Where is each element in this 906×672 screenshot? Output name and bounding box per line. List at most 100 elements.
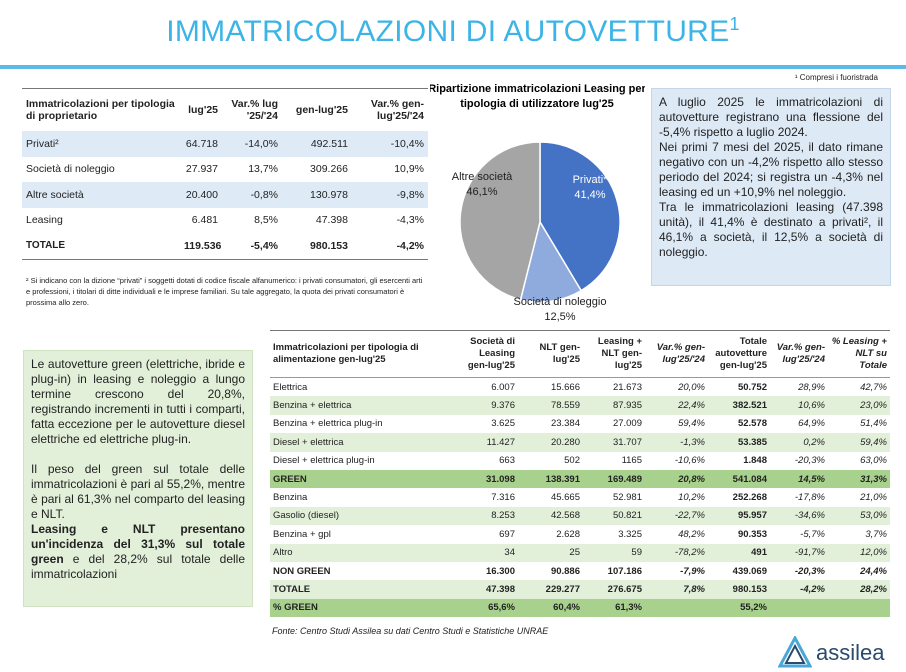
table-cell: 309.266 [310, 163, 348, 176]
column-header: Società di Leasing gen-lug'25 [455, 330, 518, 378]
table-cell: Privati² [22, 131, 180, 157]
column-header: Var.% gen-lug'25/'24 [770, 330, 828, 378]
table-header: Immatricolazioni per tipologia di alimen… [270, 330, 890, 378]
table-cell: Altro [270, 543, 455, 562]
table-cell: -17,8% [794, 492, 825, 504]
table-cell: 20.280 [518, 433, 583, 452]
source-note: Fonte: Centro Studi Assilea su dati Cent… [272, 626, 549, 636]
table-row: Altre società 20.400 -0,8% 130.978 -9,8% [22, 182, 428, 208]
table-cell: 90.353 [737, 528, 767, 540]
table-cell: 252.268 [732, 492, 767, 504]
slice-label: Altre società [452, 171, 513, 183]
table-row: Benzina + elettrica 9.376 78.559 87.935 22,4… [270, 396, 890, 415]
table-cell: 47.398 [455, 580, 518, 599]
table-cell: 31.098 [455, 469, 518, 489]
table-cell [645, 598, 708, 618]
column-header: Immatricolazioni per tipologia di propri… [22, 88, 180, 131]
table-cell [828, 598, 890, 618]
table-cell: 59,4% [828, 433, 890, 452]
table-cell: 95.957 [708, 506, 770, 526]
paragraph: Tra le immatricolazioni leasing (47.398 … [659, 200, 883, 259]
bold-text: Leasing e NLT presentano un'incidenza de… [31, 522, 245, 566]
pie-title: Ripartizione immatricolazioni Leasing pe… [430, 83, 645, 110]
table-cell: 169.489 [583, 469, 645, 489]
slice-label: Società di noleggio [514, 296, 607, 308]
table-cell: -10,4% [352, 131, 428, 157]
table-row: Leasing 6.481 8,5% 47.398 -4,3% [22, 208, 428, 234]
table-cell: 60,4% [518, 598, 583, 618]
table-cell: 27.937 [185, 163, 218, 176]
table-cell: TOTALE [270, 580, 455, 599]
table-cell: -5,7% [800, 528, 825, 540]
table-cell: % GREEN [270, 598, 455, 618]
column-header: Totale autovetture gen-lug'25 [708, 330, 770, 378]
table-cell: 8,5% [254, 214, 278, 227]
table-cell: 53,0% [828, 506, 890, 526]
table-cell: 28,9% [798, 381, 825, 393]
table-row: TOTALE 47.398 229.277 276.675 7,8% 980.153 -4,… [270, 580, 890, 599]
table-cell: 10,6% [770, 396, 828, 415]
table-row: Benzina + elettrica plug-in 3.625 23.384 27… [270, 415, 890, 433]
paragraph: Leasing e NLT presentano un'incidenza de… [31, 522, 245, 582]
table-cell: GREEN [270, 469, 455, 489]
table-cell: -22,7% [645, 506, 708, 526]
table-row: Diesel + elettrica plug-in 663 502 1165 -10,… [270, 452, 890, 470]
table-cell: 50.821 [583, 506, 645, 526]
table-cell: 59,4% [678, 418, 705, 430]
table-cell: 6.007 [491, 381, 515, 393]
table-header: Immatricolazioni per tipologia di propri… [22, 88, 428, 131]
table-cell: -4,2% [770, 580, 828, 599]
slice-value: 41,4% [574, 189, 605, 201]
table-cell: 31.707 [583, 433, 645, 452]
table-cell: 42.568 [518, 506, 583, 526]
table-cell: 229.277 [518, 580, 583, 599]
table-cell: Elettrica [273, 381, 308, 393]
logo-text: assilea [816, 640, 885, 665]
text: e del 28,2% sul totale delle immatricola… [31, 552, 245, 581]
table-cell: 276.675 [583, 580, 645, 599]
table-cell: 42,7% [860, 381, 887, 393]
title-text: IMMATRICOLAZIONI DI AUTOVETTURE [166, 15, 730, 48]
table-cell: 439.069 [732, 565, 767, 577]
table-cell: 130.978 [282, 182, 352, 208]
table-cell: 21,0% [860, 492, 887, 504]
column-header: Var.% gen-lug'25/'24 [352, 88, 428, 131]
table-cell: -14,0% [222, 131, 282, 157]
table-cell: 10,2% [678, 492, 705, 504]
pie-slice [459, 141, 541, 301]
table-cell: 24,4% [860, 565, 887, 577]
table-cell: -91,7% [770, 543, 828, 562]
table-cell: NON GREEN [273, 565, 331, 577]
table-cell: 7,8% [645, 580, 708, 599]
table-cell: 64,9% [798, 418, 825, 430]
table-cell: -1,3% [645, 433, 708, 452]
table-cell: 20,8% [645, 469, 708, 489]
table-cell: -10,6% [674, 455, 705, 467]
table-cell: 1.848 [743, 455, 767, 467]
owner-table: Immatricolazioni per tipologia di propri… [22, 88, 428, 260]
table-cell: 12,0% [828, 543, 890, 562]
table-cell: 119.536 [180, 233, 222, 260]
fuel-table: Immatricolazioni per tipologia di alimen… [270, 330, 890, 618]
table-body: Privati² 64.718 -14,0% 492.511 -10,4% Società… [22, 131, 428, 260]
table-cell: 23.384 [550, 418, 580, 430]
table-cell: 8.253 [455, 506, 518, 526]
table-cell: 6.481 [191, 214, 218, 227]
table-cell: 65,6% [455, 598, 518, 618]
table-cell: Benzina + elettrica plug-in [273, 418, 383, 430]
table-cell: TOTALE [22, 233, 180, 260]
table-cell: 20.400 [180, 182, 222, 208]
table-cell: -0,8% [222, 182, 282, 208]
slice-value: 46,1% [466, 186, 497, 198]
table-row: TOTALE 119.536 -5,4% 980.153 -4,2% [22, 233, 428, 260]
table-cell: Diesel + elettrica plug-in [273, 455, 375, 467]
table-cell: 9.376 [455, 396, 518, 415]
table-cell: 23,0% [828, 396, 890, 415]
table-cell: -9,8% [352, 182, 428, 208]
table-cell: 3.625 [491, 418, 515, 430]
table-cell: 541.084 [708, 469, 770, 489]
table-cell: Benzina [273, 492, 308, 504]
table-cell: 63,0% [860, 455, 887, 467]
column-header: lug'25 [180, 88, 222, 131]
table-cell: -7,9% [680, 565, 705, 577]
